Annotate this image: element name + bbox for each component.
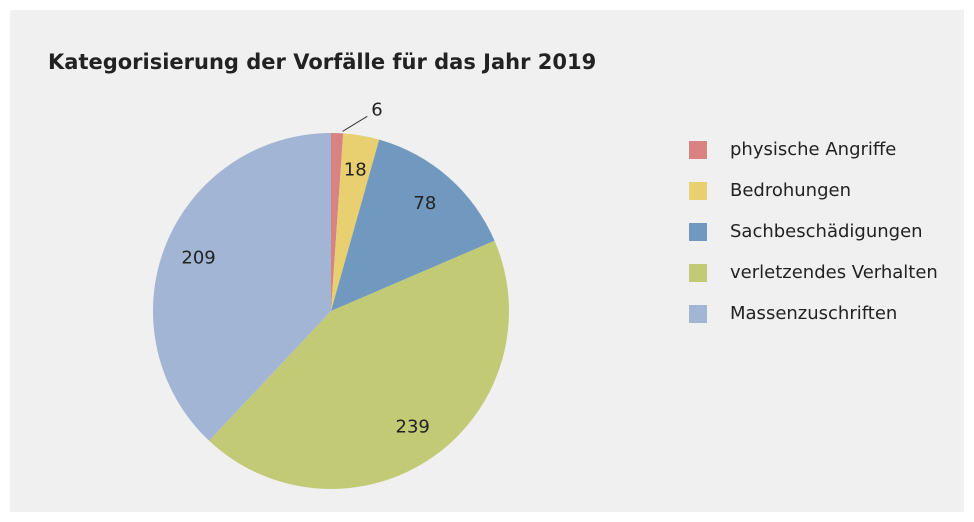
- legend-label: Massenzuschriften: [730, 303, 897, 324]
- data-label: 18: [344, 160, 367, 181]
- data-label: 239: [396, 417, 430, 438]
- data-label: 78: [413, 193, 436, 214]
- pie-slice: [331, 133, 344, 311]
- legend-swatch: [689, 182, 707, 200]
- data-label: 6: [371, 99, 382, 120]
- legend-swatch: [689, 141, 707, 159]
- legend-label: Bedrohungen: [730, 180, 851, 201]
- pie-slice: [209, 240, 509, 489]
- pie-slice: [331, 133, 380, 311]
- legend-swatch: [689, 264, 707, 282]
- data-label: 209: [181, 248, 215, 269]
- legend-label: Sachbeschädigungen: [730, 221, 923, 242]
- leader-line: [342, 115, 368, 132]
- legend-swatch: [689, 223, 707, 241]
- pie-slice: [153, 132, 331, 441]
- chart-title: Kategorisierung der Vorfälle für das Jah…: [48, 50, 596, 74]
- legend-swatch: [689, 305, 707, 323]
- pie-slice: [331, 139, 495, 311]
- legend-label: verletzendes Verhalten: [730, 262, 938, 283]
- legend-label: physische Angriffe: [730, 139, 896, 160]
